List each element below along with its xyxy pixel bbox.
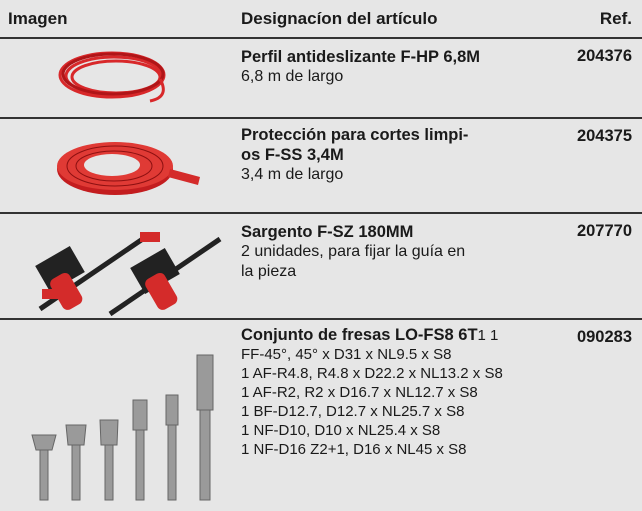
product-image (58, 51, 166, 103)
row: Protección para cortes limpi- os F-SS 3,… (0, 119, 642, 212)
header-image: Imagen (8, 9, 68, 28)
header-ref: Ref. (599, 9, 632, 28)
item-title: Conjunto de fresas LO-FS8 6T (241, 326, 478, 344)
row: Sargento F-SZ 180MM 2 unidades, para fij… (0, 214, 642, 318)
item-description: FF-45°, 45° x D31 x NL9.5 x S8 (241, 346, 452, 363)
row-text: Protección para cortes limpi- os F-SS 3,… (241, 125, 571, 185)
item-title: Protección para cortes limpi- (241, 126, 469, 144)
item-description: 1 1 (477, 327, 499, 344)
item-description: 1 BF-D12.7, D12.7 x NL25.7 x S8 (241, 403, 465, 420)
product-image (35, 231, 222, 317)
item-title: Perfil antideslizante F-HP 6,8M (241, 48, 481, 66)
item-description: 1 AF-R2, R2 x D16.7 x NL12.7 x S8 (241, 384, 478, 401)
item-ref: 204376 (576, 47, 632, 65)
item-ref: 090283 (576, 328, 632, 346)
item-description: 1 NF-D16 Z2+1, D16 x NL45 x S8 (241, 441, 467, 458)
rule (0, 318, 642, 320)
item-title: os F-SS 3,4M (241, 146, 344, 164)
row-text: Sargento F-SZ 180MM 2 unidades, para fij… (241, 222, 571, 282)
product-image (31, 354, 214, 501)
row: Perfil antideslizante F-HP 6,8M 6,8 m de… (0, 39, 642, 117)
rule (0, 117, 642, 119)
header-designation: Designacíon del artículo (241, 9, 438, 28)
item-description: 2 unidades, para fijar la guía en (241, 243, 466, 260)
rule (0, 37, 642, 39)
row-text: Conjunto de fresas LO-FS8 6T1 1 FF-45°, … (241, 326, 571, 459)
row: Conjunto de fresas LO-FS8 6T1 1 FF-45°, … (0, 320, 642, 511)
item-ref: 207770 (576, 222, 632, 240)
item-title: Sargento F-SZ 180MM (241, 223, 414, 241)
row-text: Perfil antideslizante F-HP 6,8M 6,8 m de… (241, 47, 571, 87)
item-description: 1 AF-R4.8, R4.8 x D22.2 x NL13.2 x S8 (241, 365, 503, 382)
item-ref: 204375 (576, 127, 632, 145)
product-image (57, 142, 200, 195)
rule (0, 212, 642, 214)
item-description: 1 NF-D10, D10 x NL25.4 x S8 (241, 422, 441, 439)
item-description: la pieza (241, 263, 297, 280)
item-description: 6,8 m de largo (241, 68, 344, 85)
item-description: 3,4 m de largo (241, 166, 344, 183)
